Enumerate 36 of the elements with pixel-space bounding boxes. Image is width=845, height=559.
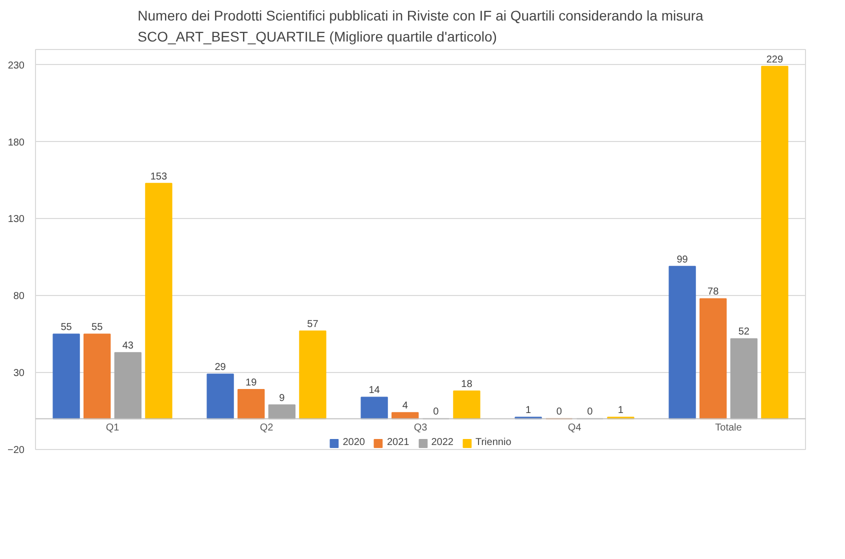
data-label: 4	[402, 400, 408, 412]
x-tick-label: Q3	[414, 422, 428, 434]
data-label: 52	[738, 326, 750, 338]
y-tick-label: 130	[8, 214, 25, 226]
y-tick-label: 180	[8, 137, 25, 148]
legend-label: 2022	[431, 437, 454, 448]
y-tick-label: 230	[8, 60, 25, 72]
data-label: 57	[307, 319, 319, 330]
data-label: 99	[676, 254, 688, 266]
data-label: 0	[587, 406, 594, 418]
data-label: 19	[246, 378, 258, 388]
data-label: 229	[766, 54, 784, 66]
data-label: 43	[122, 340, 134, 352]
data-label: 9	[279, 392, 286, 404]
data-label: 153	[150, 171, 168, 182]
y-tick-label: −20	[8, 445, 25, 456]
x-tick-label: Q4	[568, 422, 582, 434]
y-tick-label: 30	[13, 368, 25, 380]
data-label: 18	[461, 379, 473, 390]
data-label: 1	[526, 405, 532, 416]
chart-title: Numero dei Prodotti Scientifici pubblicati in Riviste con IF ai Quartili considerando la misura SCO_ART_BEST_QUARTILE (Migliore quartile d'articolo)	[138, 8, 704, 44]
data-label: 55	[60, 322, 72, 334]
data-label: 78	[708, 286, 720, 298]
data-label: 1	[618, 405, 624, 416]
x-tick-label: Q1	[106, 422, 120, 434]
legend-label: 2020	[342, 437, 365, 448]
y-tick-label: 80	[13, 291, 25, 302]
data-label: 29	[214, 362, 226, 374]
data-label: 14	[368, 385, 380, 396]
x-tick-label: Q2	[260, 422, 274, 434]
x-tick-label: Totale	[715, 422, 742, 434]
data-label: 0	[556, 406, 562, 418]
legend-label: 2021	[386, 437, 410, 448]
data-label: 0	[433, 406, 440, 418]
legend-label: Triennio	[475, 437, 512, 448]
data-label: 55	[92, 322, 104, 334]
